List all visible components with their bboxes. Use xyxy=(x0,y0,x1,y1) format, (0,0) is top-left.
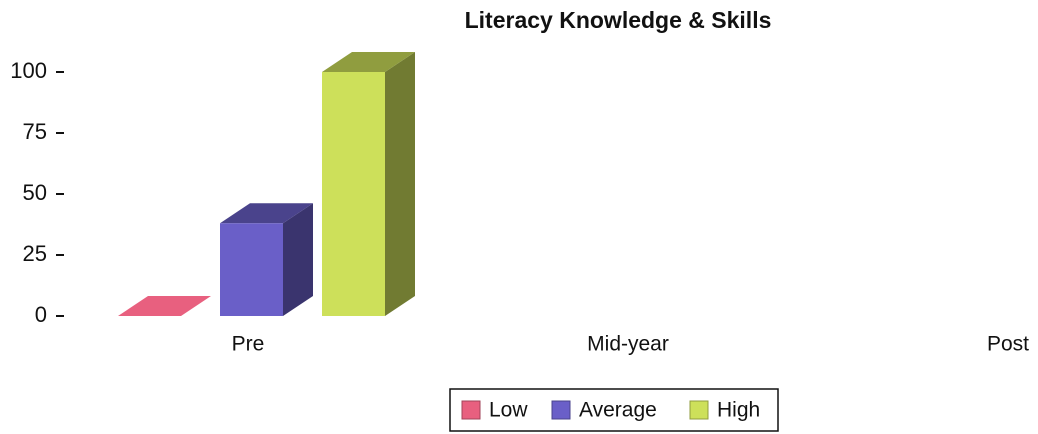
y-tick-label: 100 xyxy=(10,58,47,83)
legend-swatch xyxy=(689,400,709,420)
x-tick-label: Mid-year xyxy=(587,333,669,356)
bar-side xyxy=(385,52,415,316)
y-tick-label: 0 xyxy=(35,302,47,327)
y-tick-label: 50 xyxy=(23,180,47,205)
y-tick-label: 25 xyxy=(23,241,47,266)
legend-label: Average xyxy=(579,399,657,422)
bar xyxy=(322,52,415,316)
legend-label: High xyxy=(717,399,760,422)
x-tick-label: Post xyxy=(987,333,1029,356)
bar-front xyxy=(220,223,283,316)
legend-swatch xyxy=(461,400,481,420)
legend-swatch xyxy=(551,400,571,420)
legend-label: Low xyxy=(489,399,528,422)
bar-front xyxy=(322,72,385,316)
x-tick-label: Pre xyxy=(232,333,265,356)
legend-box xyxy=(449,388,779,432)
y-tick-label: 75 xyxy=(23,119,47,144)
bar-top xyxy=(322,52,415,72)
bar-side xyxy=(283,203,313,316)
bar xyxy=(220,203,313,316)
bar xyxy=(118,296,211,316)
chart-title: Literacy Knowledge & Skills xyxy=(465,7,772,33)
bar-top xyxy=(220,203,313,224)
bar-top xyxy=(118,296,211,316)
